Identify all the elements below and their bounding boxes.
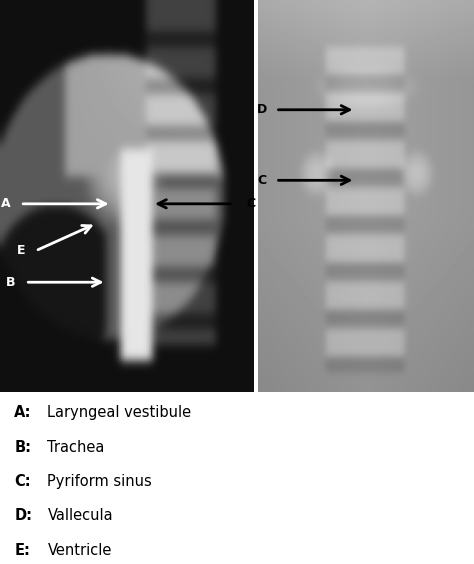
Text: E:: E: <box>14 543 30 558</box>
Text: C: C <box>258 174 267 187</box>
Text: C: C <box>246 197 255 210</box>
Text: Pyriform sinus: Pyriform sinus <box>47 474 152 489</box>
Text: Laryngeal vestibule: Laryngeal vestibule <box>47 405 191 420</box>
Text: B: B <box>6 276 15 289</box>
Text: D:: D: <box>14 508 32 523</box>
Text: A: A <box>0 197 10 210</box>
Text: C:: C: <box>14 474 31 489</box>
Text: E: E <box>17 244 26 257</box>
Text: Trachea: Trachea <box>47 439 105 455</box>
Text: Ventricle: Ventricle <box>47 543 112 558</box>
Text: Vallecula: Vallecula <box>47 508 113 523</box>
Text: B:: B: <box>14 439 31 455</box>
Text: D: D <box>257 103 267 116</box>
Text: A:: A: <box>14 405 32 420</box>
